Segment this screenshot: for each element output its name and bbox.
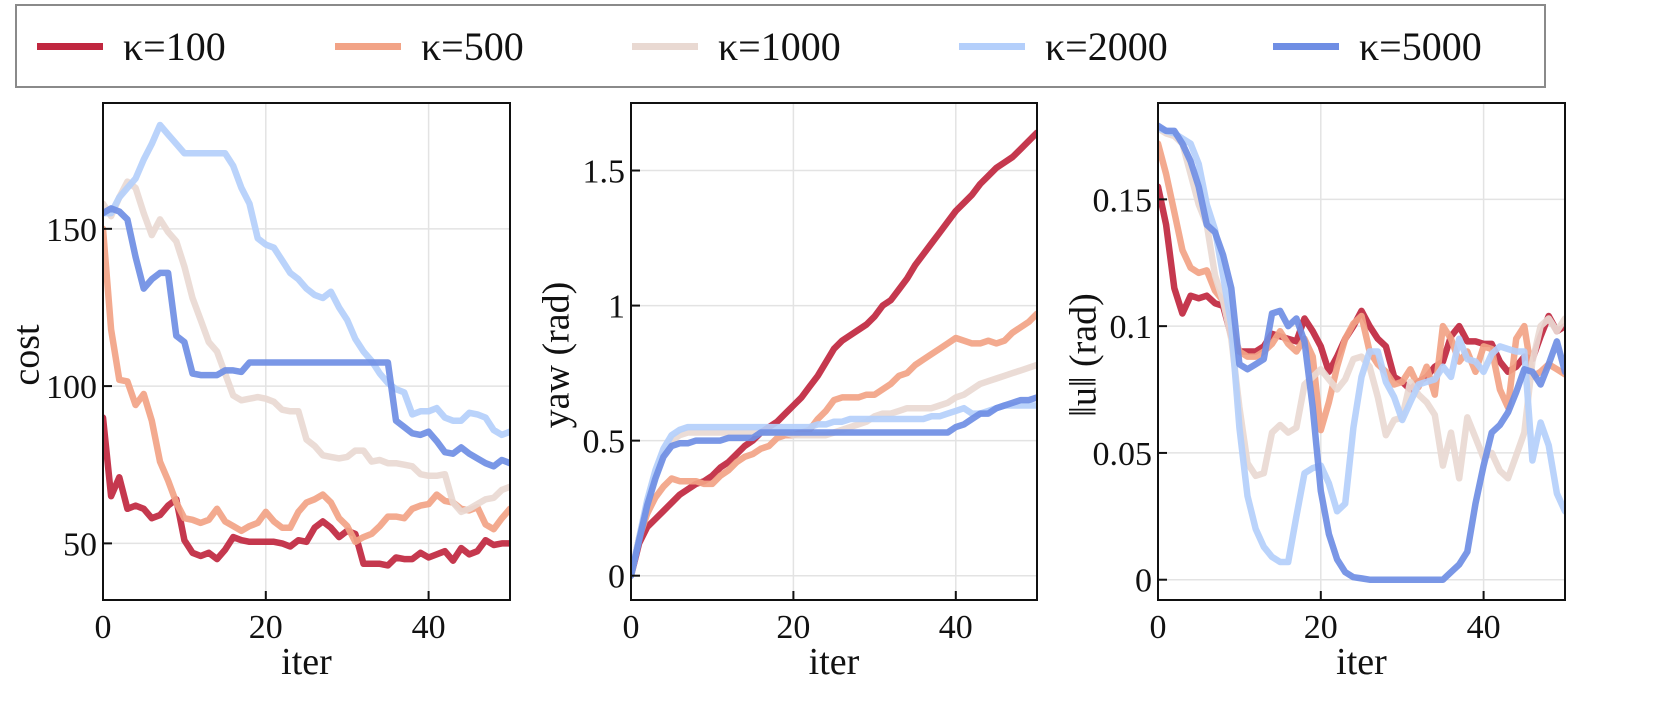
plot-frame (630, 102, 1038, 601)
x-tick-label: 0 (95, 609, 112, 646)
legend-label: κ=1000 (718, 23, 841, 69)
series-line-kappa-5000 (103, 205, 510, 470)
legend-label: κ=500 (421, 23, 524, 69)
series-line-kappa-5000 (1158, 122, 1565, 583)
series-line-kappa-2000 (1158, 125, 1565, 566)
y-tick-label: 1.5 (583, 154, 626, 191)
series-line-kappa-5000 (631, 394, 1037, 579)
y-tick-label: 50 (63, 526, 97, 563)
x-tick-label: 40 (1467, 609, 1501, 646)
y-tick-label: 0 (1135, 563, 1152, 600)
x-tick-label: 40 (939, 609, 973, 646)
x-tick-label: 0 (1150, 609, 1167, 646)
x-axis-label: iter (281, 641, 332, 683)
series-line-kappa-1000 (103, 178, 510, 516)
y-tick-label: 100 (46, 369, 97, 406)
y-tick-label: 1 (608, 289, 625, 326)
x-tick-label: 20 (1304, 609, 1338, 646)
y-tick-label: 0.1 (1110, 309, 1153, 346)
plot-frame (1157, 102, 1566, 601)
series-line-kappa-100 (103, 414, 510, 569)
legend-item-kappa-100[interactable]: κ=100 (37, 23, 226, 69)
legend-item-kappa-500[interactable]: κ=500 (335, 23, 524, 69)
legend-swatch (959, 42, 1025, 50)
legend-swatch (37, 42, 103, 50)
series-line-kappa-1000 (1158, 125, 1565, 482)
legend-label: κ=2000 (1045, 23, 1168, 69)
x-tick-label: 20 (249, 609, 283, 646)
series-line-kappa-500 (103, 225, 510, 546)
series-line-kappa-2000 (103, 121, 510, 439)
legend-swatch (1273, 42, 1339, 50)
cost-plot: 0 20 40 50 100 150 iter cost (6, 102, 511, 683)
y-tick-label: 0.15 (1093, 182, 1153, 219)
control-norm-plot: 0 20 40 0 0.05 0.1 0.15 iter ‖u‖ (rad) (1063, 102, 1566, 683)
y-tick-label: 0.05 (1093, 436, 1153, 473)
legend-item-kappa-2000[interactable]: κ=2000 (959, 23, 1168, 69)
y-tick-label: 150 (46, 212, 97, 249)
y-axis-label: cost (6, 324, 48, 386)
yaw-plot: 0 20 40 0 0.5 1 1.5 iter yaw (rad) (536, 102, 1038, 683)
legend: κ=100 κ=500 κ=1000 κ=2000 κ=5000 (15, 4, 1546, 88)
x-tick-label: 20 (776, 609, 810, 646)
x-axis-label: iter (1336, 641, 1387, 683)
legend-item-kappa-1000[interactable]: κ=1000 (632, 23, 841, 69)
legend-swatch (632, 42, 698, 50)
x-tick-label: 40 (412, 609, 446, 646)
x-axis-label: iter (809, 641, 860, 683)
series-line-kappa-500 (631, 310, 1037, 579)
y-tick-label: 0 (608, 559, 625, 596)
y-axis-label: yaw (rad) (536, 282, 578, 429)
y-axis-label: ‖u‖ (rad) (1063, 293, 1105, 417)
x-tick-label: 0 (623, 609, 640, 646)
legend-label: κ=100 (123, 23, 226, 69)
series-line-kappa-100 (631, 129, 1037, 579)
plot-frame (102, 102, 511, 601)
legend-swatch (335, 42, 401, 50)
legend-item-kappa-5000[interactable]: κ=5000 (1273, 23, 1482, 69)
legend-label: κ=5000 (1359, 23, 1482, 69)
series-line-kappa-2000 (631, 402, 1037, 579)
y-tick-label: 0.5 (583, 424, 626, 461)
series-line-kappa-1000 (631, 361, 1037, 579)
